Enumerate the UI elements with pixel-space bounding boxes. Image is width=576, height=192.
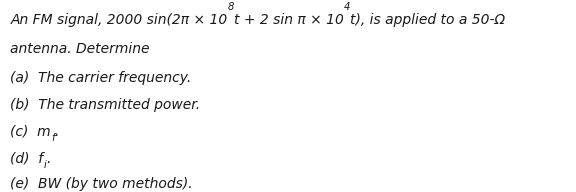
Text: 4: 4 — [344, 2, 350, 12]
Text: .: . — [46, 152, 51, 166]
Text: t + 2 sin π × 10: t + 2 sin π × 10 — [234, 13, 344, 27]
Text: .: . — [55, 125, 59, 139]
Text: (d)  f: (d) f — [10, 152, 44, 166]
Text: (c)  m: (c) m — [10, 125, 51, 139]
Text: (e)  BW (by two methods).: (e) BW (by two methods). — [10, 177, 193, 191]
Text: f: f — [51, 133, 55, 143]
Text: (b)  The transmitted power.: (b) The transmitted power. — [10, 98, 200, 112]
Text: antenna. Determine: antenna. Determine — [10, 42, 150, 56]
Text: An FM signal, 2000 sin(2π × 10: An FM signal, 2000 sin(2π × 10 — [10, 13, 228, 27]
Text: (a)  The carrier frequency.: (a) The carrier frequency. — [10, 71, 192, 85]
Text: 8: 8 — [228, 2, 234, 12]
Text: i: i — [44, 160, 46, 170]
Text: t), is applied to a 50-Ω: t), is applied to a 50-Ω — [350, 13, 505, 27]
